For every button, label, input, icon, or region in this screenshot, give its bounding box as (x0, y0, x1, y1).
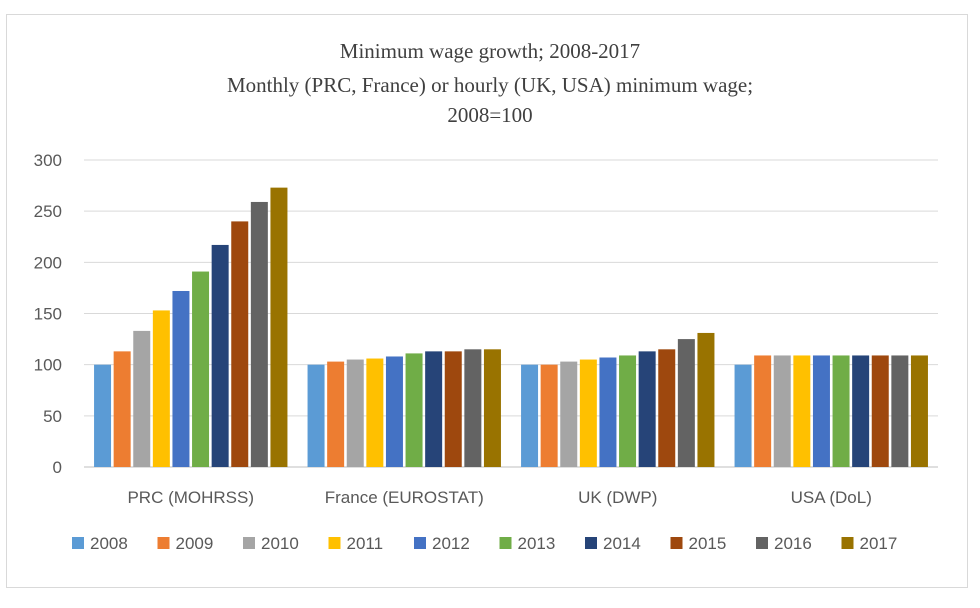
bar (734, 364, 752, 467)
legend-label: 2012 (432, 534, 470, 553)
legend-label: 2013 (518, 534, 556, 553)
legend-label: 2015 (689, 534, 727, 553)
bar (677, 339, 695, 467)
legend-swatch (499, 537, 512, 549)
bar (133, 330, 151, 467)
bar (599, 357, 617, 467)
bar (327, 361, 345, 467)
bar (444, 351, 462, 467)
bar (483, 349, 501, 467)
bar (773, 355, 791, 467)
legend-swatch (670, 537, 683, 549)
bar (619, 355, 637, 467)
y-tick-label: 250 (34, 202, 62, 221)
bars (94, 187, 928, 467)
chart-subtitle-line1: Monthly (PRC, France) or hourly (UK, USA… (226, 73, 754, 97)
legend-label: 2009 (176, 534, 214, 553)
bar (94, 364, 112, 467)
legend-label: 2011 (347, 534, 384, 553)
bar (521, 364, 539, 467)
bar (385, 356, 403, 467)
legend-swatch (585, 537, 597, 549)
legend-swatch (841, 537, 854, 549)
chart-subtitle-line2: 2008=100 (447, 103, 533, 127)
legend-swatch (72, 537, 84, 549)
bar (405, 353, 423, 467)
chart-title: Minimum wage growth; 2008-2017 (339, 39, 641, 63)
legend-swatch (414, 537, 426, 549)
x-tick-label: USA (DoL) (791, 488, 872, 507)
y-tick-label: 50 (43, 407, 62, 426)
bar (250, 201, 268, 467)
legend-label: 2017 (860, 534, 898, 553)
bar (891, 355, 909, 467)
bar (464, 349, 482, 467)
legend-label: 2014 (603, 534, 641, 553)
y-tick-label: 300 (34, 151, 62, 170)
bar (638, 351, 656, 467)
bar (793, 355, 811, 467)
bar (540, 364, 558, 467)
bar (346, 359, 364, 467)
bar (425, 351, 443, 467)
y-tick-label: 200 (34, 253, 62, 272)
bar (172, 290, 190, 467)
x-tick-label: PRC (MOHRSS) (127, 488, 254, 507)
y-tick-label: 100 (34, 356, 62, 375)
bar (307, 364, 325, 467)
chart-frame (6, 14, 968, 588)
bar (812, 355, 830, 467)
bar (910, 355, 928, 467)
legend-swatch (157, 537, 170, 549)
bar (579, 359, 597, 467)
bar (658, 349, 676, 467)
bar (754, 355, 772, 467)
x-tick-label: UK (DWP) (578, 488, 657, 507)
y-axis: 0 50 100 150 200 250 300 (34, 151, 62, 477)
legend-label: 2008 (90, 534, 128, 553)
bar (697, 332, 715, 467)
bar (852, 355, 870, 467)
bar (113, 351, 131, 467)
bar (211, 244, 229, 467)
legend-label: 2010 (261, 534, 299, 553)
x-axis: PRC (MOHRSS) France (EUROSTAT) UK (DWP) USA… (127, 488, 871, 507)
x-tick-label: France (EUROSTAT) (325, 488, 484, 507)
legend-swatch (756, 537, 768, 549)
legend: 2008 2009 2010 2011 2012 2013 2014 2015 2016 2017 (72, 534, 897, 553)
bar (192, 271, 210, 467)
bar (560, 361, 578, 467)
bar (871, 355, 889, 467)
legend-swatch (328, 537, 341, 549)
y-tick-label: 0 (53, 458, 62, 477)
bar (270, 187, 288, 467)
y-tick-label: 150 (34, 305, 62, 324)
bar (832, 355, 850, 467)
bar (152, 310, 170, 467)
legend-label: 2016 (774, 534, 812, 553)
legend-swatch (243, 537, 255, 549)
bar (366, 358, 384, 467)
bar (231, 221, 249, 467)
